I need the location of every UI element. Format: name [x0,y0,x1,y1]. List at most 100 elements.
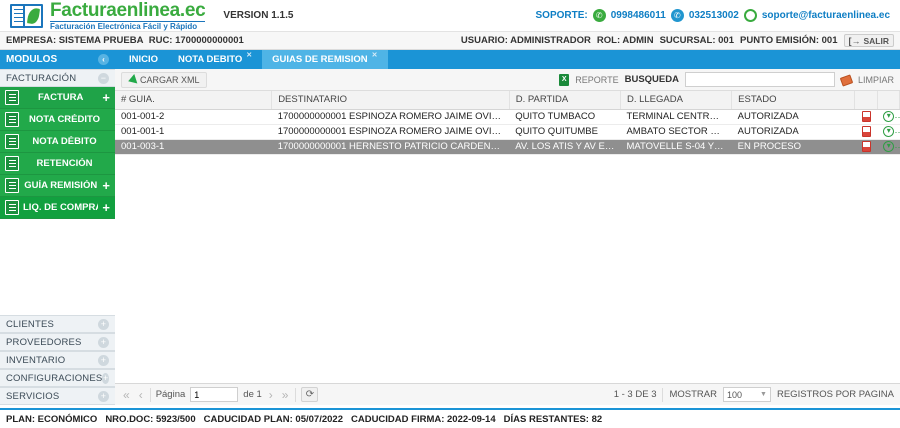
add-factura-icon[interactable]: + [102,90,110,105]
table-row[interactable]: 001-001-2 1700000000001 ESPINOZA ROMERO … [115,109,900,125]
pdf-icon[interactable] [854,109,878,125]
cell-guia: 001-003-1 [115,139,272,155]
sidebar-item-label: GUÍA REMISIÓN [24,180,98,191]
cargar-xml-button[interactable]: CARGAR XML [121,71,207,88]
cell-guia: 001-001-2 [115,109,272,125]
guias-table-container: # GUIA. DESTINATARIO D. PARTIDA D. LLEGA… [115,91,900,383]
sidebar-item-label: LIQ. DE COMPRAS [23,202,98,213]
cell-llegada: MATOVELLE S-04 Y SOL... [620,139,732,155]
page-size-select[interactable]: 100 ▼ [722,387,771,402]
send-icon [126,73,138,86]
download-icon[interactable]: ▾ [877,124,900,140]
tab-bar: INICIO NOTA DEBITO ✕ GUIAS DE REMISION ✕ [115,50,900,69]
table-row[interactable]: 001-003-1 1700000000001 HERNESTO PATRICI… [115,139,900,155]
download-icon[interactable]: ▾ [877,109,900,125]
cargar-xml-label: CARGAR XML [140,74,200,85]
next-page-button[interactable]: › [268,387,273,402]
sidebar-item-nota-debito[interactable]: NOTA DÉBITO [0,131,115,153]
usuario-label: USUARIO: ADMINISTRADOR [460,35,591,46]
body-row: MODULOS ‹ FACTURACIÓN − FACTURA + NOTA C… [0,50,900,405]
page-number-input[interactable] [190,387,239,402]
tab-label: INICIO [129,54,159,65]
cell-partida: AV. LOS ATIS Y AV EL C... [509,139,621,155]
sidebar-item-retencion[interactable]: RETENCIÓN [0,153,115,175]
guias-table: # GUIA. DESTINATARIO D. PARTIDA D. LLEGA… [115,91,900,155]
sidebar-group-configuraciones[interactable]: CONFIGURACIONES + [0,369,115,387]
column-header-download [877,91,900,110]
cell-estado: AUTORIZADA [731,124,855,140]
search-input[interactable] [684,72,835,87]
first-page-button[interactable]: « [123,387,130,402]
close-icon[interactable]: ✕ [371,52,378,59]
status-footer: PLAN: ECONÓMICO NRO.DOC: 5923/500 CADUCI… [0,408,900,428]
document-icon [5,200,19,215]
minus-icon[interactable]: − [98,72,109,84]
tab-guias-de-remision[interactable]: GUIAS DE REMISION ✕ [262,50,388,69]
cell-destinatario: 1700000000001 ESPINOZA ROMERO JAIME OVID… [271,124,510,140]
sidebar-item-label: FACTURA [38,92,84,103]
logout-button[interactable]: [→ SALIR [843,34,894,47]
sidebar-item-nota-credito[interactable]: NOTA CRÉDITO [0,109,115,131]
tab-label: NOTA DEBITO [178,54,243,65]
logout-label: SALIR [863,35,890,46]
sidebar-group-inventario[interactable]: INVENTARIO + [0,351,115,369]
support-email[interactable]: soporte@facturaenlinea.ec [761,10,890,21]
empresa-label: EMPRESA: [6,35,57,46]
sidebar-item-label: NOTA CRÉDITO [28,114,101,125]
sidebar-group-proveedores[interactable]: PROVEEDORES + [0,333,115,351]
cell-guia: 001-001-1 [115,124,272,140]
support-label: SOPORTE: [535,10,588,21]
column-header-estado[interactable]: ESTADO [731,91,856,110]
download-icon[interactable]: ▾ [877,139,900,155]
sidebar-collapsed-groups: CLIENTES + PROVEEDORES + INVENTARIO + CO… [0,315,115,405]
leaf-icon [23,3,43,28]
sidebar-group-label: INVENTARIO [6,354,66,366]
sidebar-item-factura[interactable]: FACTURA + [0,87,115,109]
support-block: SOPORTE: ✆ 0998486011 ✆ 032513002 soport… [536,9,895,22]
logout-icon: [→ [848,35,861,46]
last-page-button[interactable]: » [281,387,289,402]
tab-inicio[interactable]: INICIO [119,50,168,69]
column-header-destinatario[interactable]: DESTINATARIO [271,91,510,110]
plus-icon[interactable]: + [102,372,109,384]
plus-icon[interactable]: + [98,318,109,330]
close-icon[interactable]: ✕ [246,52,253,59]
logo-title: Facturaenlinea.ec [50,0,206,21]
plus-icon[interactable]: + [98,336,109,348]
divider [149,387,151,402]
excel-icon[interactable]: X [559,73,570,86]
sidebar-group-clientes[interactable]: CLIENTES + [0,315,115,333]
truck-icon [5,178,19,193]
sidebar-group-facturacion[interactable]: FACTURACIÓN − [0,69,115,87]
limpiar-button[interactable]: LIMPIAR [857,74,894,85]
footer-caducidad-firma: CADUCIDAD FIRMA: 2022-09-14 [350,413,496,425]
app-logo: Facturaenlinea.ec Facturación Electrónic… [10,0,206,31]
pdf-icon[interactable] [854,124,878,140]
sidebar-item-liq-compras[interactable]: LIQ. DE COMPRAS + [0,197,115,219]
table-row[interactable]: 001-001-1 1700000000001 ESPINOZA ROMERO … [115,124,900,140]
support-phone[interactable]: 032513002 [688,10,739,21]
eraser-icon[interactable] [841,74,852,85]
reporte-button[interactable]: REPORTE [575,74,619,85]
plus-icon[interactable]: + [98,354,109,366]
refresh-icon[interactable]: ⟳ [301,387,319,402]
add-liq-compras-icon[interactable]: + [102,200,110,215]
table-header-row: # GUIA. DESTINATARIO D. PARTIDA D. LLEGA… [115,91,900,110]
plus-icon[interactable]: + [98,390,109,402]
pagination-bar: « ‹ Página de 1 › » ⟳ 1 - 3 DE 3 MOSTRAR… [115,383,900,405]
prev-page-button[interactable]: ‹ [138,387,143,402]
pdf-icon[interactable] [854,139,878,155]
chevron-left-icon[interactable]: ‹ [98,54,109,65]
sidebar-group-servicios[interactable]: SERVICIOS + [0,387,115,405]
add-guia-remision-icon[interactable]: + [102,178,110,193]
column-header-partida[interactable]: D. PARTIDA [509,91,621,110]
tab-nota-debito[interactable]: NOTA DEBITO ✕ [168,50,262,69]
sidebar-item-guia-remision[interactable]: GUÍA REMISIÓN + [0,175,115,197]
column-header-llegada[interactable]: D. LLEGADA [620,91,733,110]
column-header-guia[interactable]: # GUIA. [115,91,273,110]
total-pages-label: de 1 [243,389,262,400]
document-icon [5,134,19,149]
support-whatsapp[interactable]: 0998486011 [610,10,666,21]
empresa-value: SISTEMA PRUEBA [58,35,144,46]
punto-emision-label: PUNTO EMISIÓN: 001 [740,35,838,46]
